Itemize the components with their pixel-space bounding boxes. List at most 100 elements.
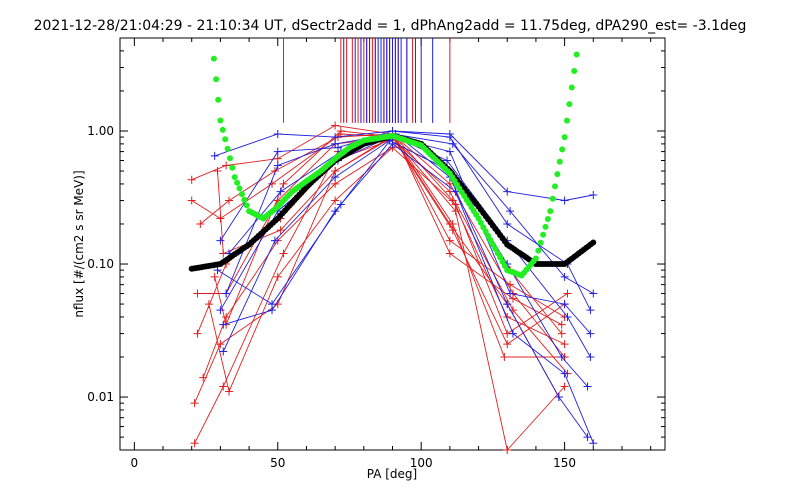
blue-trace-point xyxy=(583,382,592,391)
red-trace-point xyxy=(222,161,231,170)
blue-trace-point xyxy=(445,133,454,142)
blue-trace-point xyxy=(273,129,282,138)
blue-trace-point xyxy=(273,147,282,156)
red-trace-point xyxy=(331,179,340,188)
blue-trace-point xyxy=(276,187,285,196)
x-tick-label: 150 xyxy=(553,456,576,470)
green-fit-curve xyxy=(210,51,580,279)
green-fit-dot xyxy=(542,223,549,230)
blue-trace-point xyxy=(508,329,517,338)
green-fit-dot xyxy=(243,202,250,209)
chart-title: 2021-12-28/21:04:29 - 21:10:34 UT, dSect… xyxy=(34,18,747,34)
blue-trace-point xyxy=(213,266,222,275)
green-fit-dot xyxy=(210,55,217,62)
green-fit-dot xyxy=(535,247,542,254)
top-markers xyxy=(283,38,451,123)
green-fit-dot xyxy=(229,164,236,171)
green-fit-dot xyxy=(549,195,556,202)
y-axis-label: nflux [#/(cm2 s sr MeV)] xyxy=(72,170,86,317)
green-fit-dot xyxy=(482,228,489,235)
red-trace-point xyxy=(445,249,454,258)
green-fit-dot xyxy=(215,96,222,103)
x-tick-label: 0 xyxy=(131,456,139,470)
red-trace-point xyxy=(190,439,199,448)
red-trace-point xyxy=(187,196,196,205)
red-trace-point xyxy=(331,121,340,130)
blue-trace-point xyxy=(216,236,225,245)
blue-trace-point xyxy=(560,369,569,378)
y-tick-label: 0.10 xyxy=(87,257,114,271)
blue-trace-point xyxy=(219,320,228,329)
blue-trace-point xyxy=(586,329,595,338)
red-trace-point xyxy=(210,272,219,281)
blue-trace-point xyxy=(557,353,566,362)
blue-trace-line xyxy=(223,143,594,444)
green-fit-dot xyxy=(477,219,484,226)
blue-trace-point xyxy=(443,156,451,165)
red-trace-point xyxy=(199,373,208,382)
red-trace-line xyxy=(217,136,565,345)
red-trace-point xyxy=(508,294,517,303)
green-fit-dot xyxy=(231,174,238,181)
blue-trace-point xyxy=(210,151,219,160)
green-fit-dot xyxy=(234,179,241,186)
blue-trace-point xyxy=(560,196,569,205)
red-trace-point xyxy=(187,175,196,184)
red-trace-line xyxy=(214,130,562,327)
blue-trace-line xyxy=(222,139,588,387)
red-trace-point xyxy=(279,179,288,188)
blue-trace-point xyxy=(268,306,277,315)
green-fit-dot xyxy=(547,208,554,215)
green-fit-dot xyxy=(227,155,233,162)
red-trace-point xyxy=(279,249,288,258)
blue-trace-line xyxy=(220,135,591,358)
blue-trace-point xyxy=(451,187,460,196)
red-trace-point xyxy=(193,289,202,298)
red-trace-point xyxy=(560,340,569,349)
green-fit-dot xyxy=(559,146,566,153)
y-tick-label: 1.00 xyxy=(87,124,114,138)
red-trace-point xyxy=(196,219,205,228)
green-fit-dot xyxy=(556,158,563,165)
green-fit-dot xyxy=(573,51,580,58)
blue-trace-point xyxy=(219,347,228,356)
blue-trace-point xyxy=(331,207,340,216)
blue-trace-line xyxy=(228,133,588,438)
green-fit-dot xyxy=(238,191,245,198)
blue-trace-point xyxy=(589,439,598,448)
green-fit-dot xyxy=(213,76,220,83)
red-trace-point xyxy=(190,399,199,408)
axis-ticks: 0 50 100 150 0.01 0.10 1.00 xyxy=(87,38,665,470)
green-fit-dot xyxy=(532,255,539,262)
green-fit-dot xyxy=(561,134,568,141)
green-fit-dot xyxy=(217,117,224,124)
red-trace-point xyxy=(560,382,569,391)
y-tick-label: 0.01 xyxy=(87,390,114,404)
black-fit-dot xyxy=(590,239,597,246)
red-trace-point xyxy=(331,196,340,205)
red-trace-point xyxy=(276,226,285,235)
red-trace-point xyxy=(225,387,233,396)
blue-trace-point xyxy=(503,219,512,228)
blue-trace-point xyxy=(560,272,569,281)
red-trace-point xyxy=(557,329,566,338)
blue-trace-point xyxy=(589,289,598,298)
green-fit-dot xyxy=(537,239,544,246)
blue-trace-point xyxy=(445,147,454,156)
red-trace-point xyxy=(204,300,213,309)
blue-trace-point xyxy=(589,191,598,200)
blue-trace-point xyxy=(583,433,592,442)
blue-trace-point xyxy=(273,161,282,170)
green-fit-dot xyxy=(571,68,578,74)
red-trace-point xyxy=(273,154,282,163)
blue-trace-point xyxy=(331,133,340,142)
blue-trace-point xyxy=(388,139,397,148)
blue-trace-point xyxy=(222,289,231,298)
red-trace-point xyxy=(219,382,228,391)
red-trace-point xyxy=(557,320,566,329)
blue-trace-point xyxy=(563,312,572,321)
blue-trace-point xyxy=(270,236,279,245)
blue-trace-point xyxy=(586,306,595,315)
